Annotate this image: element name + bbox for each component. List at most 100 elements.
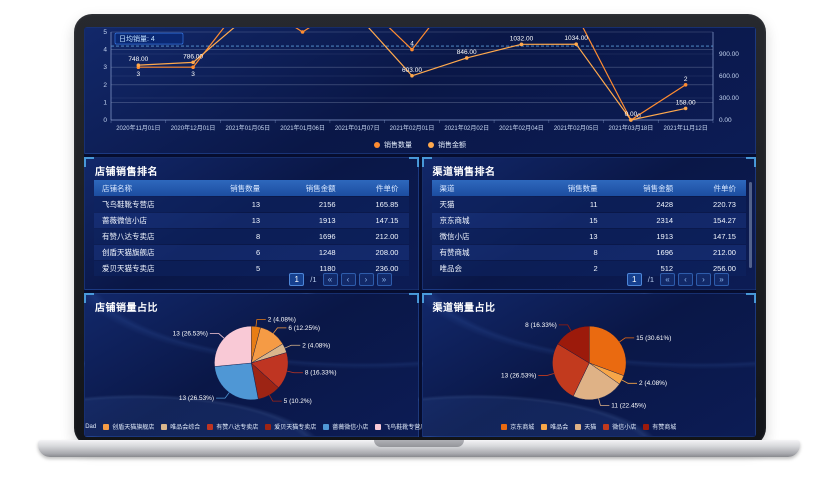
last-page-button[interactable]: » [376,272,392,286]
table-cell: 13 [251,216,261,225]
legend-item[interactable]: 天猫 [575,422,596,431]
first-page-button[interactable]: « [322,272,338,286]
pie-slice-飞鸟鞋靴专营店: 13 (26.53%) [173,325,252,367]
store-ranking-table: 店铺名称 销售数量 销售金额 件单价飞鸟鞋靴专营店 13 2156 165.85 蔷薇微信小店… [94,180,409,276]
store-ranking-title: 店铺销售排名 [95,167,158,178]
legend-item[interactable]: 销售金额 [428,140,466,150]
svg-text:0: 0 [637,113,641,120]
table-cell: 6 [255,248,261,257]
laptop-frame: 0 1 2 3 4 5 0.00 300.00 600.00 900.00 2020年11月01日 2… [74,14,766,446]
column-header[interactable]: 件单价 [375,183,399,193]
column-header[interactable]: 渠道 [439,183,455,193]
channel-share-pie-chart[interactable]: 15 (30.61%) 2 (4.08%) 11 (22.45%) 13 (26.53… [423,310,756,416]
column-header[interactable]: 件单价 [713,183,736,193]
legend-item[interactable]: Dad [84,424,96,430]
channel-ranking-table: 渠道 销售数量 销售金额 件单价 天猫 11 2428 220.73 京东商城 15 2314 154… [431,180,746,276]
legend-item[interactable]: 有赞商城 [643,422,676,431]
svg-text:0.00: 0.00 [625,111,638,118]
table-header-row: 店铺名称 销售数量 销售金额 件单价 [94,180,409,196]
svg-text:2021年02月01日: 2021年02月01日 [390,124,435,132]
svg-text:2 (4.08%): 2 (4.08%) [302,342,330,349]
pie-slice-有赞商城: 8 (16.33%) [525,322,589,364]
column-header[interactable]: 销售数量 [230,183,261,193]
table-row[interactable]: 天猫 11 2428 220.73 [431,197,746,212]
svg-text:2021年01月07日: 2021年01月07日 [335,124,380,132]
series-销售金额: 748.00 786.00 603.00 846.00 1032.00 1034.00 0.… [128,28,696,122]
store-share-panel: 店铺销量占比 2 (4.08%) 6 (12.25%) 2 (4.08%) 8 (16… [84,293,426,437]
svg-text:2 (4.08%): 2 (4.08%) [639,380,667,387]
laptop-base [38,440,800,457]
prev-page-button[interactable]: ‹ [678,272,693,286]
table-cell: 飞鸟鞋靴专营店 [102,200,155,209]
svg-text:2020年11月01日: 2020年11月01日 [116,124,160,132]
svg-text:6 (12.25%): 6 (12.25%) [288,325,320,332]
table-row[interactable]: 爱贝天猫专卖店 5 1180 236.00 [94,261,409,276]
table-cell: 11 [589,200,598,209]
table-scrollbar[interactable] [749,182,752,268]
table-row[interactable]: 飞鸟鞋靴专营店 13 2156 165.85 [94,197,409,212]
svg-text:4: 4 [103,47,107,54]
table-cell: 1180 [319,264,336,273]
legend-item[interactable]: 有赞八达专卖店 [207,422,258,431]
legend-swatch-icon [207,423,214,430]
legend-label: 爱贝天猫专卖店 [274,425,317,431]
column-header[interactable]: 店铺名称 [102,183,132,193]
page-number[interactable]: 1 [626,272,642,286]
table-cell: 2156 [318,200,336,209]
legend-label: 销售数量 [384,141,412,149]
page-total: /1 [647,274,654,284]
table-cell: 212.00 [375,232,399,241]
svg-text:8 (16.33%): 8 (16.33%) [305,370,337,377]
table-cell: 15 [589,216,598,225]
table-row[interactable]: 唯品会 2 512 256.00 [431,261,746,276]
laptop-hinge-notch [374,440,464,447]
table-row[interactable]: 蔷薇微信小店 13 1913 147.15 [94,213,409,228]
column-header[interactable]: 销售金额 [643,183,674,193]
svg-text:2021年02月04日: 2021年02月04日 [499,124,544,132]
sales-trend-panel: 0 1 2 3 4 5 0.00 300.00 600.00 900.00 2020年11月01日 2… [84,27,756,154]
table-row[interactable]: 创盾天猫旗舰店 6 1248 208.00 [94,245,409,260]
svg-text:13 (26.53%): 13 (26.53%) [173,331,208,338]
svg-text:3: 3 [137,71,141,78]
svg-text:2021年03月18日: 2021年03月18日 [609,124,654,132]
svg-text:13 (26.53%): 13 (26.53%) [179,395,214,402]
table-cell: 154.27 [713,216,736,225]
column-header[interactable]: 销售数量 [567,183,598,193]
table-row[interactable]: 微信小店 13 1913 147.15 [431,229,746,244]
table-row[interactable]: 有赞商城 8 1696 212.00 [431,245,746,260]
table-cell: 蔷薇微信小店 [102,216,147,225]
next-page-button[interactable]: › [696,272,711,286]
table-row[interactable]: 京东商城 15 2314 154.27 [431,213,746,228]
legend-item[interactable]: 创盾天猫旗舰店 [103,422,154,431]
store-share-pie-chart[interactable]: 2 (4.08%)6 (12.25%)2 (4.08%)8 (16.33%)5 … [85,310,418,416]
table-cell: 2428 [656,200,674,209]
table-row[interactable]: 有赞八达专卖店 8 1696 212.00 [94,229,409,244]
column-header[interactable]: 销售金额 [305,183,336,193]
legend-item[interactable]: 京东商城 [501,422,534,431]
table-cell: 1696 [656,248,674,257]
svg-text:日均销量: 4: 日均销量: 4 [119,34,155,43]
legend-item[interactable]: 爱贝天猫专卖店 [265,422,316,431]
legend-swatch-icon [501,423,508,430]
svg-text:603.00: 603.00 [402,67,422,74]
last-page-button[interactable]: » [714,272,729,286]
store-table-pagination: 1 /1 « ‹ › » [289,272,392,286]
table-header-row: 渠道 销售数量 销售金额 件单价 [431,180,746,196]
svg-text:2021年01月05日: 2021年01月05日 [225,124,270,132]
svg-text:8 (16.33%): 8 (16.33%) [525,322,557,329]
next-page-button[interactable]: › [358,272,374,286]
legend-item[interactable]: 唯品会综合 [161,422,200,431]
legend-item[interactable]: 销售数量 [374,140,412,150]
legend-swatch-icon [323,423,330,430]
page-number[interactable]: 1 [289,272,305,286]
legend-item[interactable]: 蔷薇微信小店 [323,422,368,431]
prev-page-button[interactable]: ‹ [340,272,356,286]
legend-item[interactable]: 飞鸟鞋靴专营店 [375,422,426,431]
first-page-button[interactable]: « [660,272,675,286]
legend-item[interactable]: 微信小店 [603,422,636,431]
legend-item[interactable]: 唯品会 [541,422,568,431]
legend-label: 唯品会综合 [170,425,201,431]
svg-text:2021年02月05日: 2021年02月05日 [554,124,599,132]
